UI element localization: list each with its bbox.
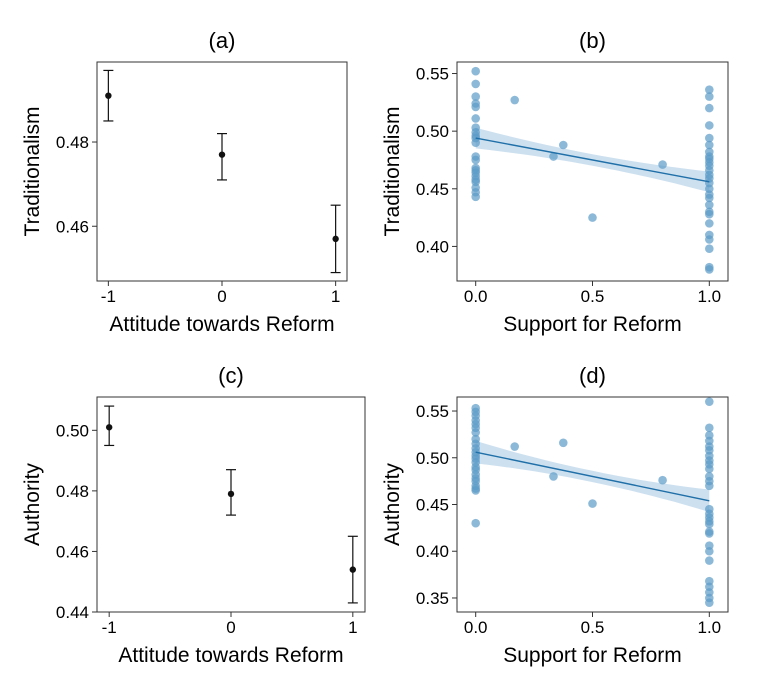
scatter-point: [471, 102, 480, 112]
scatter-point: [705, 481, 714, 491]
scatter-point: [471, 518, 480, 528]
scatter-point: [705, 397, 714, 406]
scatter-point: [549, 152, 558, 161]
y-tick-label: 0.46: [56, 217, 89, 236]
x-tick-label: -1: [101, 287, 116, 306]
mean-point: [332, 235, 339, 243]
scatter-point: [658, 475, 667, 485]
panel-d: (d) Support for Reform Authority 0.35 0.40 0.…: [381, 363, 729, 667]
panel-title: (b): [579, 28, 606, 53]
y-tick-label: 0.48: [56, 482, 89, 501]
mean-point: [227, 490, 235, 498]
scatter-point: [705, 200, 714, 210]
scatter-point: [471, 138, 480, 147]
scatter-point: [510, 95, 520, 105]
regression-line: [475, 451, 710, 502]
scatter-point: [471, 486, 480, 495]
scatter-point: [471, 428, 480, 437]
mean-point: [218, 151, 226, 158]
y-axis-label: Traditionalism: [381, 107, 404, 237]
scatter-point: [705, 265, 714, 274]
y-tick-label: 0.45: [416, 180, 449, 199]
x-tick-label: 1.0: [697, 618, 721, 637]
x-axis-label: Support for Reform: [503, 313, 682, 336]
scatter-point: [510, 442, 520, 451]
scatter-point: [549, 472, 558, 481]
y-axis-label: Authority: [21, 463, 44, 546]
plot-frame: [96, 61, 348, 282]
panel-b: (b) Support for Reform Traditionalism 0.40 0…: [381, 28, 729, 336]
scatter-point: [471, 92, 480, 101]
x-axis-label: Support for Reform: [503, 644, 682, 667]
scatter-point: [705, 121, 714, 130]
x-tick-label: 0.5: [581, 287, 605, 306]
y-tick-label: 0.55: [416, 402, 449, 421]
scatter-point: [588, 499, 597, 508]
plot-frame: [456, 396, 729, 613]
scatter-point: [705, 133, 714, 143]
y-tick-label: 0.55: [416, 65, 449, 84]
x-tick-label: 1: [348, 618, 357, 637]
scatter-point: [471, 114, 480, 123]
panel-a: (a) Attitude towards Reform Traditionalism…: [21, 28, 348, 336]
x-tick-label: 1: [331, 287, 340, 306]
plot-frame: [96, 396, 366, 613]
scatter-point: [705, 598, 714, 607]
scatter-point: [588, 213, 597, 222]
scatter-point: [471, 66, 480, 76]
panel-title: (a): [209, 28, 236, 53]
scatter-point: [705, 193, 714, 203]
scatter-point: [558, 438, 568, 448]
x-tick-label: 0.5: [581, 618, 605, 637]
y-tick-label: 0.35: [416, 589, 449, 608]
y-tick-label: 0.50: [56, 421, 89, 440]
y-tick-label: 0.46: [56, 542, 89, 561]
x-axis-label: Attitude towards Reform: [118, 644, 343, 667]
scatter-point: [705, 219, 714, 228]
x-tick-label: -1: [102, 618, 117, 637]
scatter-point: [658, 160, 667, 169]
scatter-point: [471, 192, 480, 202]
x-tick-label: 0: [217, 287, 226, 306]
y-axis-label: Traditionalism: [21, 107, 44, 237]
scatter-point: [705, 546, 714, 556]
y-axis-label: Authority: [381, 463, 404, 546]
y-tick-label: 0.48: [56, 133, 89, 152]
scatter-point: [705, 209, 714, 219]
scatter-point: [705, 85, 714, 94]
scatter-point: [705, 92, 714, 101]
y-tick-label: 0.44: [56, 603, 89, 622]
y-tick-label: 0.40: [416, 542, 449, 561]
scatter-point: [705, 140, 714, 150]
x-tick-label: 1.0: [697, 287, 721, 306]
scatter-point: [705, 244, 714, 254]
scatter-point: [471, 155, 480, 165]
x-tick-label: 0.0: [464, 287, 488, 306]
y-tick-label: 0.40: [416, 237, 449, 256]
scatter-point: [705, 519, 714, 529]
regression-line: [475, 137, 710, 183]
mean-point: [349, 566, 357, 573]
scatter-point: [705, 103, 714, 113]
x-axis-label: Attitude towards Reform: [109, 313, 334, 336]
scatter-point: [471, 79, 480, 89]
scatter-point: [705, 464, 714, 474]
scatter-point: [705, 423, 714, 433]
panel-title: (d): [579, 363, 606, 388]
scatter-point: [558, 140, 568, 150]
scatter-point: [705, 556, 714, 565]
plot-frame: [456, 61, 729, 282]
panel-title: (c): [218, 363, 244, 388]
x-tick-label: 0.0: [464, 618, 488, 637]
mean-point: [105, 92, 112, 99]
panel-c: (c) Attitude towards Reform Authority 0.44 0…: [21, 363, 366, 667]
scatter-point: [705, 529, 714, 538]
scatter-point: [705, 235, 714, 244]
y-tick-label: 0.50: [416, 449, 449, 468]
y-tick-label: 0.50: [416, 122, 449, 141]
x-tick-label: 0: [226, 618, 235, 637]
y-tick-label: 0.45: [416, 496, 449, 515]
mean-point: [105, 424, 113, 431]
